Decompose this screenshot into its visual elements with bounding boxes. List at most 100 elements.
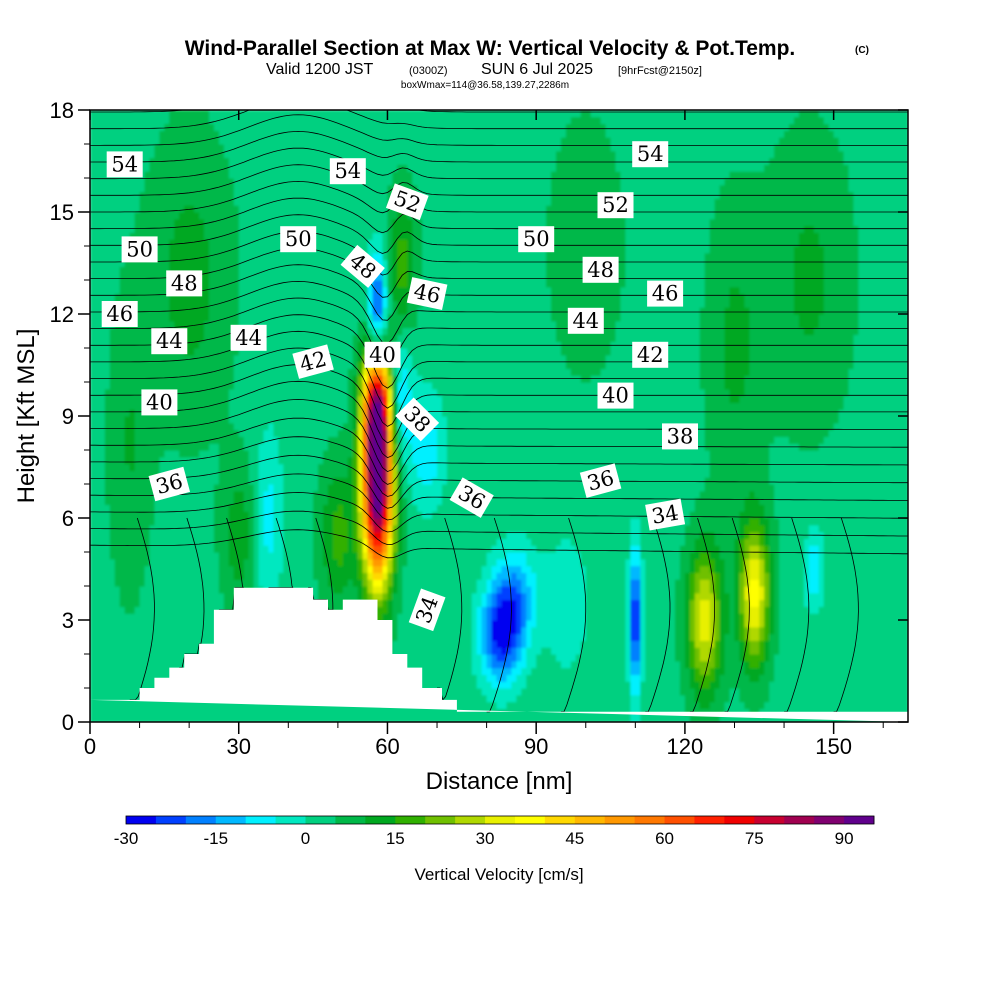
colorbar-swatch bbox=[604, 816, 636, 824]
theta-contour-label: 46 bbox=[101, 301, 138, 327]
theta-contour-label: 44 bbox=[567, 307, 604, 334]
theta-contour-label: 46 bbox=[406, 277, 448, 311]
colorbar-label: 15 bbox=[386, 829, 405, 848]
colorbar-swatch bbox=[275, 816, 306, 824]
theta-contour-label-text: 50 bbox=[523, 227, 550, 251]
y-axis-title: Height [Kft MSL] bbox=[13, 329, 40, 504]
colorbar-label: 75 bbox=[745, 829, 764, 848]
theta-contour-label-text: 54 bbox=[637, 142, 664, 166]
vertical-velocity-field bbox=[90, 110, 908, 722]
theta-contour-label-text: 42 bbox=[637, 343, 664, 367]
theta-contour-label: 54 bbox=[329, 158, 366, 185]
theta-contour-label-text: 38 bbox=[667, 424, 694, 448]
theta-contour-label-text: 50 bbox=[285, 227, 312, 251]
theta-contour-label: 40 bbox=[364, 341, 401, 368]
colorbar-label: 60 bbox=[655, 829, 674, 848]
theta-contour-label-text: 48 bbox=[171, 271, 198, 295]
chart-title: Wind-Parallel Section at Max W: Vertical… bbox=[185, 37, 796, 60]
colorbar-swatch bbox=[185, 816, 217, 824]
colorbar-swatch bbox=[126, 816, 157, 824]
colorbar-label: 90 bbox=[835, 829, 854, 848]
theta-contour-label: 50 bbox=[280, 226, 317, 253]
theta-contour-label: 40 bbox=[141, 389, 178, 416]
theta-contour-label: 42 bbox=[632, 341, 669, 368]
colorbar-swatch bbox=[844, 816, 875, 824]
colorbar-swatch bbox=[724, 816, 755, 824]
theta-contour-label-text: 54 bbox=[334, 159, 361, 183]
colorbar-label: -15 bbox=[203, 829, 228, 848]
colorbar-label: 45 bbox=[565, 829, 584, 848]
theta-contour-label-text: 44 bbox=[156, 329, 183, 353]
x-tick-label: 0 bbox=[84, 734, 96, 759]
theta-contour-label: 50 bbox=[518, 226, 555, 253]
colorbar-title: Vertical Velocity [cm/s] bbox=[414, 865, 583, 884]
x-tick-label: 120 bbox=[667, 734, 704, 759]
theta-contour-label-text: 44 bbox=[235, 326, 262, 350]
colorbar-swatch bbox=[455, 816, 486, 824]
theta-contour-label: 46 bbox=[647, 280, 684, 307]
colorbar-swatch bbox=[335, 816, 366, 824]
colorbar-swatch bbox=[754, 816, 785, 824]
colorbar-swatch bbox=[574, 816, 606, 824]
colorbar-swatch bbox=[425, 816, 456, 824]
theta-contour-label-text: 54 bbox=[111, 152, 138, 176]
theta-contour-label: 36 bbox=[148, 466, 191, 502]
copyright-mark: (C) bbox=[855, 45, 869, 56]
colorbar-swatch bbox=[305, 816, 336, 824]
theta-contour-label: 54 bbox=[632, 141, 669, 168]
theta-contour-label: 44 bbox=[151, 328, 188, 355]
valid-utc: (0300Z) bbox=[409, 65, 448, 77]
theta-contour-label-text: 46 bbox=[106, 302, 133, 326]
y-tick-label: 15 bbox=[50, 200, 74, 225]
forecast-info: [9hrFcst@2150z] bbox=[618, 65, 702, 77]
colorbar-swatch bbox=[634, 816, 665, 824]
colorbar-swatch bbox=[814, 816, 845, 824]
theta-contour-label: 38 bbox=[662, 423, 698, 450]
y-tick-label: 12 bbox=[50, 302, 74, 327]
y-tick-label: 18 bbox=[50, 98, 74, 123]
colorbar-label: -30 bbox=[114, 829, 139, 848]
y-tick-label: 3 bbox=[62, 608, 74, 633]
y-tick-label: 9 bbox=[62, 404, 74, 429]
theta-contour-label-text: 34 bbox=[650, 500, 680, 528]
theta-contour-label-text: 40 bbox=[369, 343, 396, 367]
colorbar-swatch bbox=[784, 816, 815, 824]
y-axis: 0 36 9 12 15 18 bbox=[50, 98, 908, 735]
potential-temperature-contours bbox=[90, 110, 908, 713]
box-info: boxWmax=114@36.58,139.27,2286m bbox=[401, 80, 569, 91]
x-axis: 0 30 60 90 120 150 bbox=[84, 110, 884, 759]
valid-date: SUN 6 Jul 2025 bbox=[481, 61, 593, 78]
theta-contour-label: 44 bbox=[230, 324, 267, 351]
theta-contour-label-text: 40 bbox=[146, 390, 173, 414]
theta-contour-label: 34 bbox=[645, 498, 686, 531]
x-tick-label: 150 bbox=[815, 734, 852, 759]
colorbar-swatch bbox=[664, 816, 695, 824]
theta-contour-label: 48 bbox=[582, 256, 619, 283]
terrain-mask bbox=[90, 587, 908, 722]
colorbar-label: 0 bbox=[301, 829, 310, 848]
colorbar-swatch bbox=[155, 816, 187, 824]
valid-time: Valid 1200 JST bbox=[266, 61, 374, 78]
theta-contour-label: 42 bbox=[292, 344, 334, 379]
x-tick-label: 90 bbox=[524, 734, 548, 759]
colorbar-swatch bbox=[395, 816, 426, 824]
theta-contour-label-text: 44 bbox=[572, 309, 599, 333]
theta-contour-label-text: 46 bbox=[652, 282, 679, 306]
theta-contour-label: 54 bbox=[106, 151, 143, 178]
y-tick-label: 0 bbox=[62, 710, 74, 735]
theta-contour-label-text: 52 bbox=[602, 193, 629, 217]
colorbar-swatch bbox=[694, 816, 725, 824]
colorbar-label: 30 bbox=[476, 829, 495, 848]
theta-contour-label-text: 40 bbox=[602, 384, 629, 408]
chart-subtitle: Valid 1200 JST (0300Z) SUN 6 Jul 2025 [9… bbox=[266, 61, 702, 78]
theta-contour-label: 36 bbox=[579, 463, 622, 498]
colorbar-swatch bbox=[215, 816, 247, 824]
theta-contour-label: 52 bbox=[597, 192, 634, 219]
theta-contour-label: 40 bbox=[597, 382, 634, 409]
colorbar-swatch bbox=[365, 816, 396, 824]
theta-contour-label-text: 46 bbox=[412, 279, 443, 308]
theta-contour-label: 48 bbox=[166, 270, 203, 297]
theta-contour-label-text: 50 bbox=[126, 237, 153, 261]
